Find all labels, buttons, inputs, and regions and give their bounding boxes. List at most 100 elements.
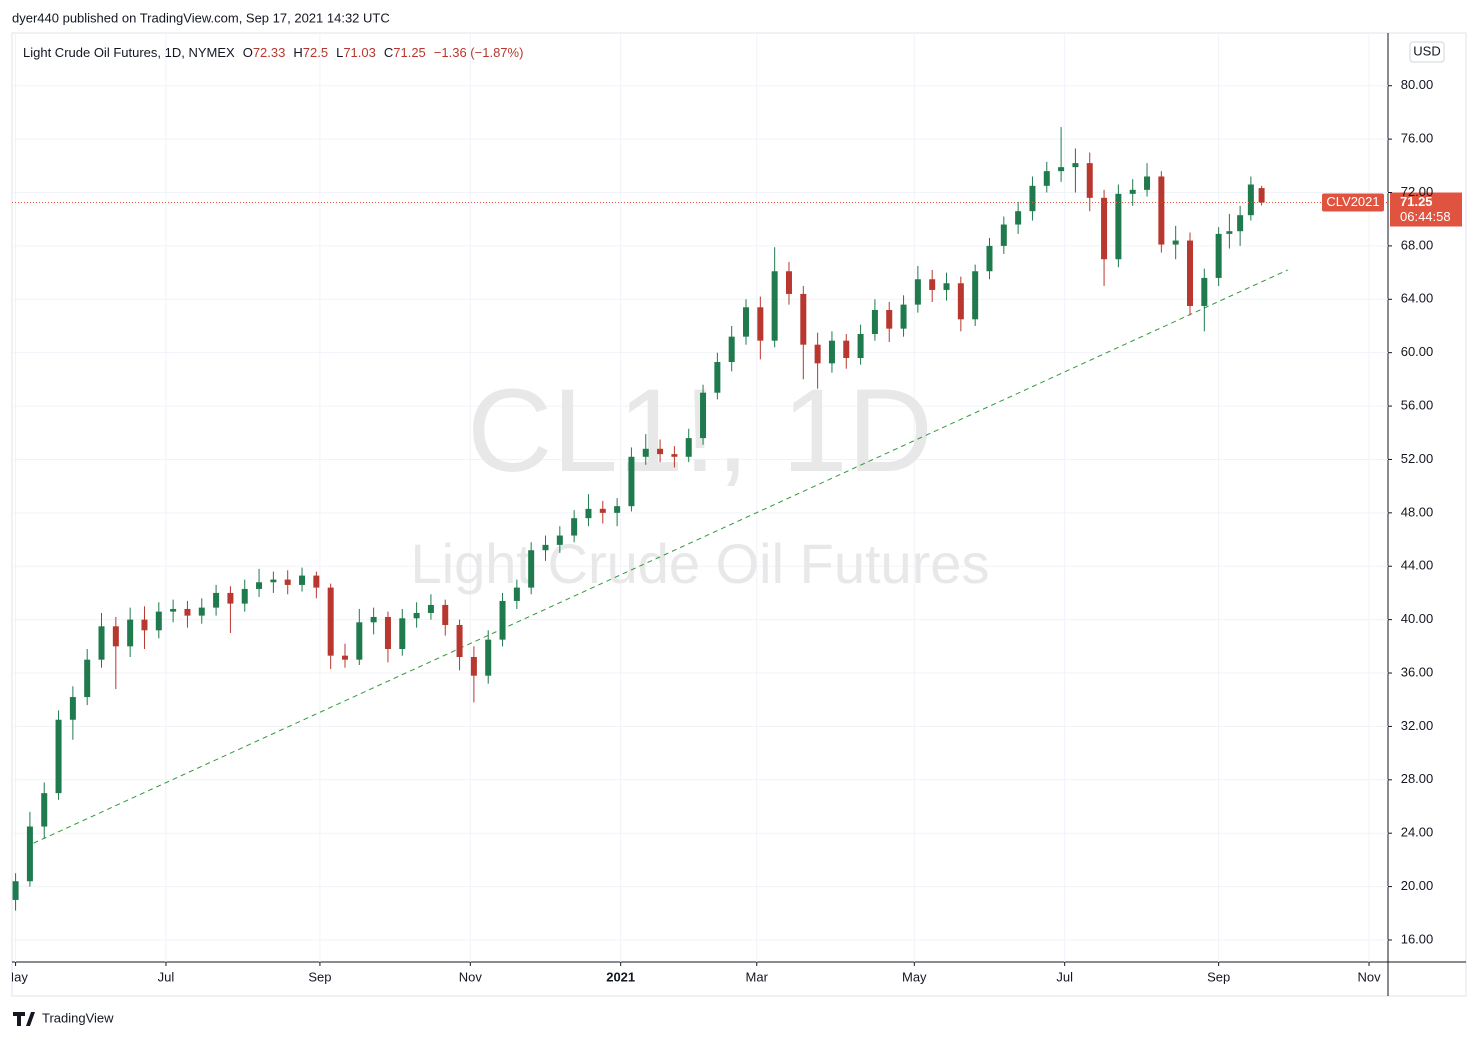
candle-body — [1072, 163, 1079, 168]
x-tick-label: Nov — [1357, 969, 1381, 984]
watermark-name: Light Crude Oil Futures — [411, 532, 990, 595]
candle-body — [871, 309, 878, 334]
time-axis: May Jul Sep Nov 2021 Mar May Jul Sep Nov — [12, 962, 1381, 984]
y-tick-label: 60.00 — [1401, 344, 1434, 359]
countdown: 06:44:58 — [1400, 209, 1451, 224]
candle-body — [399, 618, 406, 649]
x-tick-label: Nov — [459, 969, 483, 984]
grid — [12, 33, 1388, 962]
candle-body — [427, 604, 434, 613]
candle-body — [1129, 189, 1136, 194]
legend-change: −1.36 (−1.87%) — [434, 45, 524, 60]
candle-body — [55, 719, 62, 794]
candle-body — [828, 340, 835, 364]
candle-body — [957, 283, 964, 320]
candle-body — [914, 279, 921, 305]
candle-body — [1101, 197, 1108, 260]
candle-body — [685, 438, 692, 457]
candle-body — [112, 626, 119, 647]
y-tick-label: 80.00 — [1401, 77, 1434, 92]
candle-body — [599, 508, 606, 513]
candle-body — [442, 604, 449, 625]
candle-body — [886, 309, 893, 329]
currency[interactable]: USD — [1413, 43, 1440, 58]
candle-body — [657, 448, 664, 455]
candle-body — [141, 619, 148, 631]
candle-body — [571, 518, 578, 536]
y-tick-label: 56.00 — [1401, 398, 1434, 413]
candle-body — [843, 340, 850, 359]
candle-body — [929, 279, 936, 290]
candle-body — [1043, 171, 1050, 186]
legend-title: Light Crude Oil Futures, 1D, NYMEX — [23, 45, 235, 60]
y-tick-label: 28.00 — [1401, 771, 1434, 786]
candle-body — [943, 283, 950, 290]
legend-prefix: C — [384, 45, 393, 60]
candle-body — [98, 626, 105, 660]
candle-body — [499, 600, 506, 640]
y-tick-label: 16.00 — [1401, 931, 1434, 946]
legend-value: 72.33 — [253, 45, 286, 60]
candle-body — [1058, 167, 1065, 172]
y-tick-label: 76.00 — [1401, 131, 1434, 146]
candle-body — [1015, 211, 1022, 225]
y-tick-label: 24.00 — [1401, 825, 1434, 840]
symbol-tag: CLV2021 — [1326, 194, 1379, 209]
candle-body — [642, 448, 649, 457]
y-tick-label: 64.00 — [1401, 291, 1434, 306]
candle-body — [213, 592, 220, 608]
candle-body — [12, 881, 19, 900]
candle-body — [513, 587, 520, 601]
candle-body — [1158, 176, 1165, 245]
legend-prefix: L — [336, 45, 343, 60]
candle-body — [341, 655, 348, 660]
candle-body — [1215, 233, 1222, 278]
legend-value: 72.5 — [303, 45, 328, 60]
candle-body — [1247, 184, 1254, 216]
candle-body — [370, 616, 377, 623]
legend: Light Crude Oil Futures, 1D, NYMEX O72.33… — [23, 45, 523, 60]
chart-frame — [11, 32, 1467, 997]
candle-body — [184, 608, 191, 616]
trendline — [33, 269, 1288, 844]
candle-body — [413, 612, 420, 619]
candle-body — [714, 362, 721, 393]
candle-body — [528, 550, 535, 588]
x-tick-label: 2021 — [606, 969, 635, 984]
y-tick-label: 36.00 — [1401, 664, 1434, 679]
candle-body — [1172, 240, 1179, 245]
candle-body — [299, 575, 306, 585]
watermark-symbol: CL1!, 1D — [467, 365, 933, 497]
candle-body — [84, 659, 91, 698]
candle-body — [800, 293, 807, 345]
candle-body — [671, 454, 678, 457]
currency-button[interactable] — [1409, 41, 1445, 63]
publisher: dyer440 published on TradingView.com, Se… — [12, 10, 390, 25]
y-tick-label: 32.00 — [1401, 718, 1434, 733]
price-tag: 71.25 — [1400, 194, 1433, 209]
candle-body — [26, 826, 33, 882]
candle-body — [313, 575, 320, 588]
candle-body — [743, 307, 750, 337]
brand-logo: TradingView — [13, 1010, 114, 1026]
candle-body — [227, 592, 234, 604]
candle-body — [857, 333, 864, 359]
candle-body — [785, 271, 792, 294]
candle-body — [1029, 185, 1036, 212]
candle-body — [771, 271, 778, 341]
x-tick-label: Jul — [158, 969, 175, 984]
y-tick-label: 44.00 — [1401, 558, 1434, 573]
x-tick-label: Mar — [746, 969, 769, 984]
candle-body — [1258, 188, 1265, 203]
candle-body — [700, 392, 707, 439]
legend-prefix: O — [243, 45, 253, 60]
candle-body — [69, 697, 76, 720]
y-tick-label: 52.00 — [1401, 451, 1434, 466]
candle-body — [155, 611, 162, 631]
candle-body — [270, 579, 277, 583]
candle-body — [284, 579, 291, 585]
candle-body — [986, 245, 993, 272]
